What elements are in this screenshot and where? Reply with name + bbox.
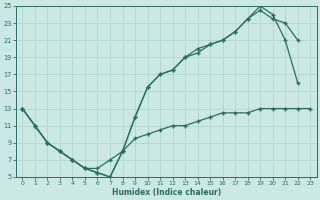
X-axis label: Humidex (Indice chaleur): Humidex (Indice chaleur) xyxy=(112,188,221,197)
